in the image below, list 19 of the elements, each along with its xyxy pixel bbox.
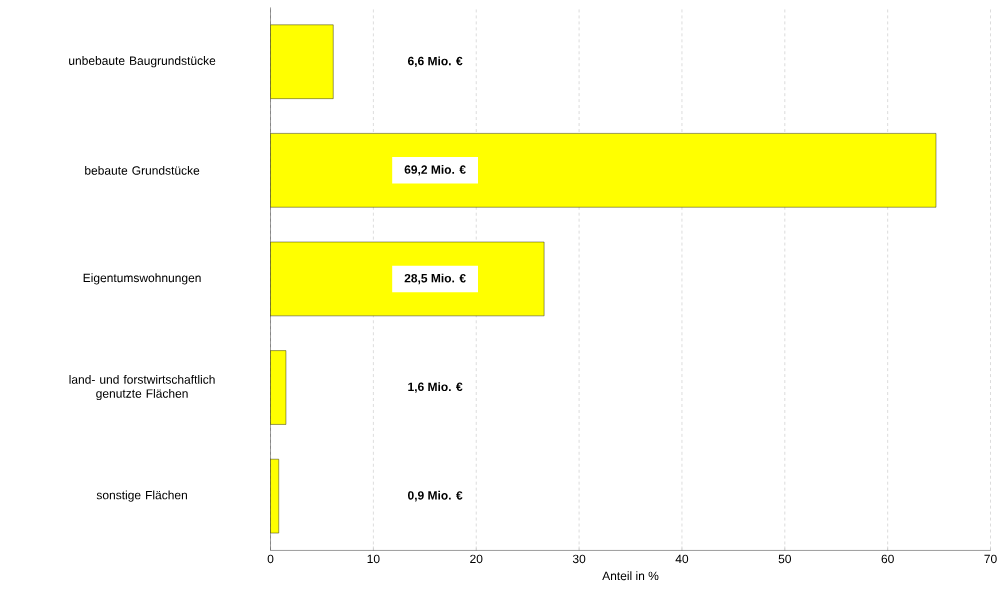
x-tick-label: 30 (572, 554, 586, 564)
x-axis-title: Anteil in % (602, 571, 659, 581)
y-tick-label: unbebaute Baugrundstücke (69, 56, 216, 68)
annotation: 69,2 Mio. € (404, 165, 466, 176)
x-tick-label: 70 (984, 554, 997, 564)
y-tick-label: bebaute Grundstücke (85, 165, 200, 175)
x-tick-label: 0 (267, 554, 274, 564)
x-tick-label: 60 (881, 554, 894, 564)
y-tick-label: Eigentumswohnungen (83, 273, 201, 285)
x-tick-label: 20 (470, 554, 483, 564)
y-tick-label: land- und forstwirtschaftlich genutzte Flächen (69, 374, 215, 401)
x-tick-label: 40 (675, 554, 689, 564)
annotation: 1,6 Mio. € (408, 382, 463, 393)
y-tick-label: sonstige Flächen (96, 490, 187, 502)
annotation: 28,5 Mio. € (404, 273, 466, 285)
annotation: 0,9 Mio. € (408, 490, 463, 502)
x-tick-label: 50 (778, 554, 792, 564)
x-tick-label: 10 (367, 554, 380, 564)
annotation: 6,6 Mio. € (407, 56, 463, 67)
